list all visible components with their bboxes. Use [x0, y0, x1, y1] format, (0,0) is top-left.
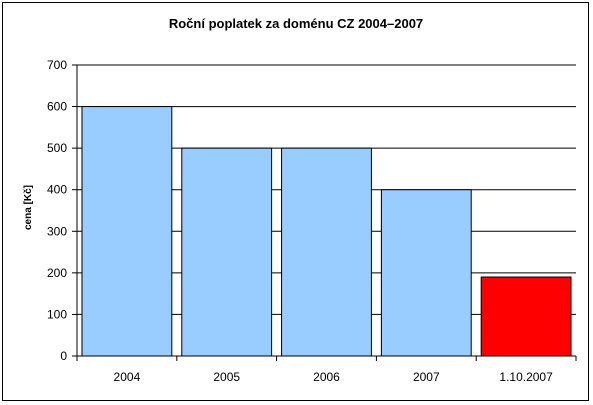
x-tick-labels: 2004 2005 2006 2007 1.10.2007 [114, 370, 554, 384]
x-tick-label: 2005 [213, 370, 240, 384]
bar [281, 147, 372, 357]
y-tick-label: 300 [47, 224, 67, 238]
y-tick-label: 700 [47, 58, 67, 72]
bars [81, 106, 572, 357]
x-tick-label: 2004 [114, 370, 141, 384]
chart-title: Roční poplatek za doménu CZ 2004–2007 [169, 16, 423, 31]
y-tick-label: 500 [47, 141, 67, 155]
axes [72, 64, 577, 361]
x-tick-label: 2007 [413, 370, 440, 384]
bar [181, 147, 273, 357]
bar [380, 189, 472, 357]
bar [81, 106, 173, 357]
y-tick-label: 600 [47, 100, 67, 114]
y-tick-label: 100 [47, 307, 67, 321]
y-tick-label: 400 [47, 183, 67, 197]
y-tick-label: 0 [60, 349, 67, 363]
y-tick-label: 200 [47, 266, 67, 280]
bar [480, 276, 572, 357]
x-tick-label: 2006 [313, 370, 340, 384]
x-tick-label: 1.10.2007 [499, 370, 553, 384]
y-tick-labels: 0 100 200 300 400 500 600 700 [47, 58, 67, 363]
y-axis-label: cena [Kč] [23, 185, 34, 230]
